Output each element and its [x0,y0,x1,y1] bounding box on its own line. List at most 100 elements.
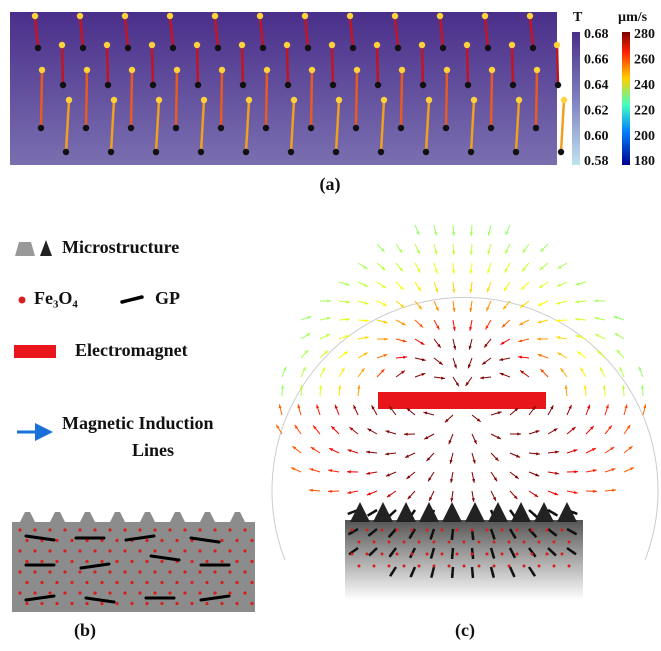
particle [228,570,231,573]
particle [33,570,36,573]
pin [86,70,87,128]
particle [411,553,414,556]
particle [115,539,118,542]
arrow-head [383,354,387,357]
arrow-head [283,367,286,371]
pin-top [66,97,72,103]
pin [467,45,468,85]
pin-top [354,67,360,73]
particle [78,549,81,552]
particle [55,560,58,563]
particle [243,591,246,594]
pin-bottom [443,125,449,131]
particle [198,591,201,594]
particle [213,528,216,531]
pin [377,45,378,85]
pin-top [77,13,83,19]
pin-top [347,13,353,19]
pin-bottom [375,82,381,88]
particle [411,529,414,532]
icon-gp [122,297,142,302]
particle [160,560,163,563]
pin-bottom [513,149,519,155]
particle [190,581,193,584]
pin-bottom [423,149,429,155]
particle [25,539,28,542]
pin-bottom [128,125,134,131]
particle [40,602,43,605]
arrow-head [487,288,490,292]
pin-bottom [170,45,176,51]
pin-bottom [468,149,474,155]
particle [78,591,81,594]
colorbar-tick-label: 0.66 [584,53,609,68]
arrow-head [281,385,284,389]
particle [48,528,51,531]
particle [568,565,571,568]
colorbar-tick-label: 0.58 [584,154,609,169]
arrow-head [594,299,598,302]
particle [160,602,163,605]
legend-text: Electromagnet [75,340,188,360]
particle [396,529,399,532]
arrow-head [385,430,389,433]
particle [78,528,81,531]
particle [108,549,111,552]
pin [401,70,402,128]
pin-top [122,13,128,19]
pin-top [302,13,308,19]
pin-bottom [288,149,294,155]
pin-top [437,13,443,19]
microstructure [511,502,531,522]
arrow-head [384,338,388,341]
colorbar-tick-label: 0.64 [584,78,609,93]
arrow-head [346,283,350,286]
pin [557,45,558,85]
colorbar-tick-label: 260 [634,53,655,68]
arrow-head [587,405,590,409]
pin-top [59,42,65,48]
pin [561,100,564,152]
arrow-head [348,449,352,452]
particle [85,602,88,605]
microstructure [419,502,439,522]
legend-text: Magnetic Induction [62,413,214,433]
particle [190,602,193,605]
pin-bottom [263,125,269,131]
arrow-head [535,430,539,433]
pin [221,70,222,128]
pin [41,70,42,128]
particle [130,560,133,563]
pin-top [392,13,398,19]
arrow-head [487,269,490,273]
pin [62,45,63,85]
legend-text: Microstructure [62,237,179,257]
arrow-head [611,468,615,471]
arrow-head [614,316,618,319]
arrow-head [421,373,425,376]
particle [70,539,73,542]
arrow-head [453,327,456,331]
particle [123,528,126,531]
legend-text: GP [155,288,180,308]
arrow-head [537,337,541,340]
arrow-head [593,490,597,493]
particle [568,541,571,544]
particle [516,553,519,556]
pin-top [489,67,495,73]
particle [63,570,66,573]
particle [183,528,186,531]
particle [115,560,118,563]
colorbar-tick-label: 0.60 [584,129,609,144]
panel-label: (c) [455,620,475,641]
pin-bottom [558,149,564,155]
pin-top [246,97,252,103]
pin [266,70,267,128]
colorbar-tick-label: 200 [634,129,655,144]
pin-bottom [555,82,561,88]
pin-top [201,97,207,103]
pin-top [561,97,567,103]
colorbar-t [572,32,580,165]
arrow-head [452,232,455,236]
particle [168,591,171,594]
